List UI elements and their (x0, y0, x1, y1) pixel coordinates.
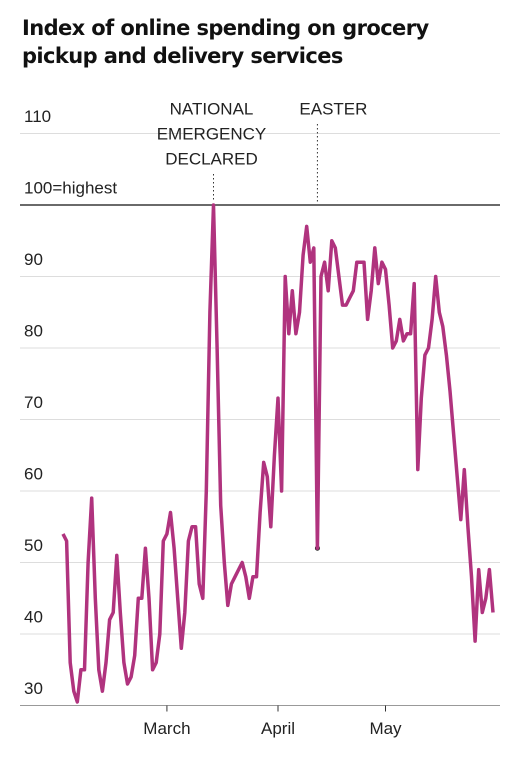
y-tick-label: 90 (24, 250, 43, 269)
chart-title: Index of online spending on grocery pick… (22, 16, 429, 68)
y-tick-label: 110 (24, 107, 51, 126)
x-tick-label: March (143, 719, 190, 738)
annotation-text: EMERGENCY (157, 124, 267, 143)
y-tick-label: 80 (24, 321, 43, 340)
y-tick-label: 60 (24, 464, 43, 483)
x-tick-label: April (261, 719, 295, 738)
data-line (61, 203, 495, 704)
y-tick-label: 100=highest (24, 178, 117, 197)
annotation-text: EASTER (299, 99, 367, 118)
annotation-text: NATIONAL (170, 99, 254, 118)
annotation-text: DECLARED (165, 149, 258, 168)
x-tick-label: May (369, 719, 402, 738)
y-tick-label: 40 (24, 607, 43, 626)
y-tick-label: 50 (24, 536, 43, 555)
y-tick-label: 30 (24, 679, 43, 698)
y-tick-label: 70 (24, 393, 43, 412)
